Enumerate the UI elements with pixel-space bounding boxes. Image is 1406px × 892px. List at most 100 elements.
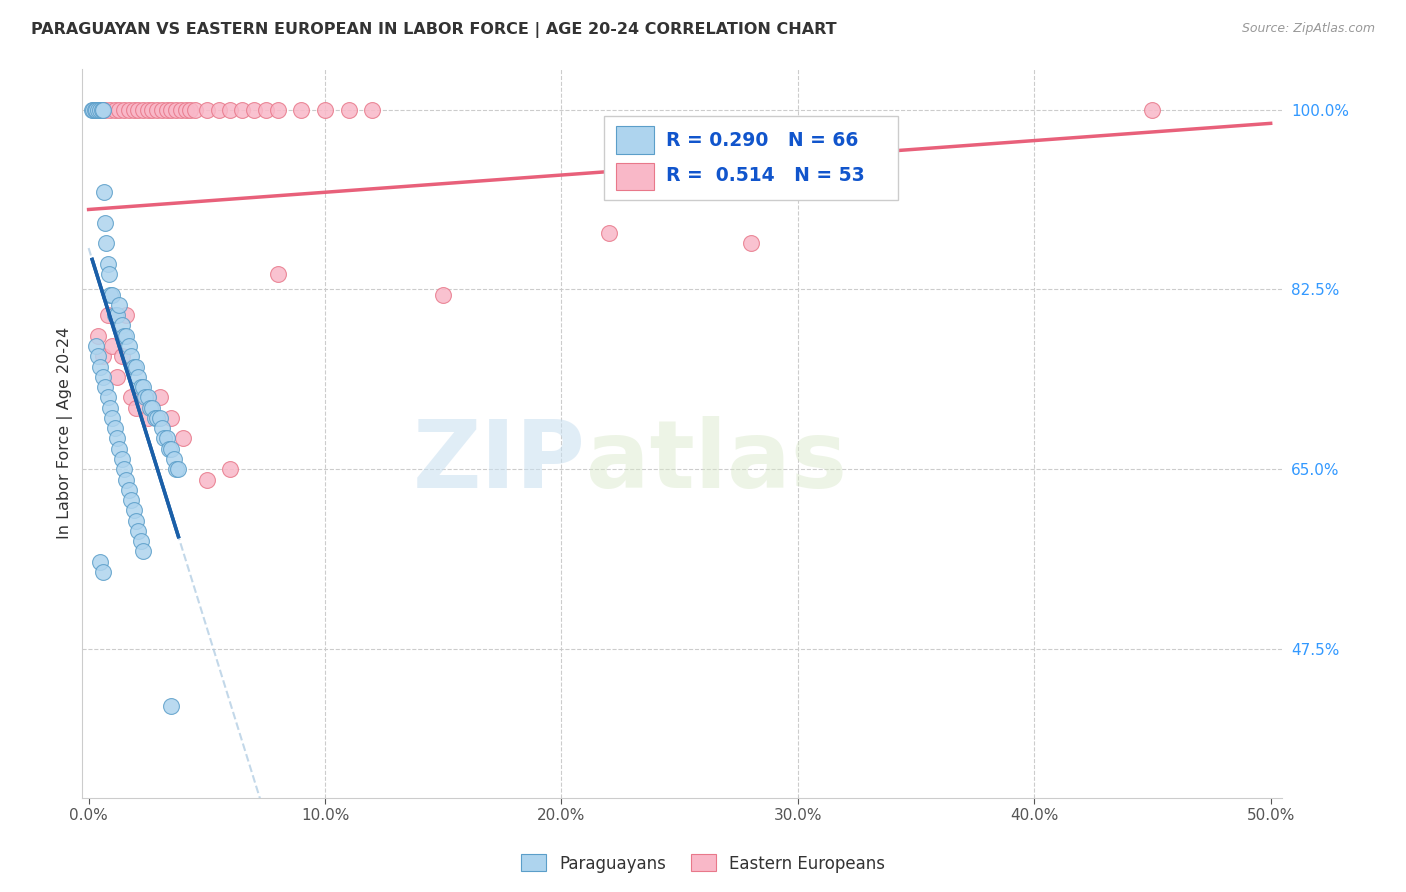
Point	[87, 328, 110, 343]
Point	[125, 514, 148, 528]
Point	[337, 103, 360, 117]
Point	[89, 103, 111, 117]
Point	[111, 452, 134, 467]
Point	[160, 103, 183, 117]
Point	[91, 349, 114, 363]
Point	[84, 103, 107, 117]
Point	[111, 318, 134, 333]
Point	[132, 544, 155, 558]
Point	[87, 349, 110, 363]
Point	[141, 401, 163, 415]
Point	[120, 493, 142, 508]
Point	[108, 298, 131, 312]
Point	[146, 103, 169, 117]
Point	[118, 103, 141, 117]
Point	[141, 103, 163, 117]
Point	[165, 462, 187, 476]
Point	[112, 328, 135, 343]
Point	[132, 380, 155, 394]
Point	[127, 524, 149, 538]
Point	[150, 103, 173, 117]
Point	[91, 103, 114, 117]
Point	[91, 565, 114, 579]
Point	[118, 483, 141, 497]
Text: R = 0.290   N = 66: R = 0.290 N = 66	[666, 131, 859, 150]
Point	[132, 103, 155, 117]
Point	[432, 287, 454, 301]
Point	[108, 103, 131, 117]
Point	[254, 103, 277, 117]
Point	[146, 410, 169, 425]
Point	[105, 369, 128, 384]
Point	[105, 308, 128, 322]
Point	[108, 442, 131, 456]
Point	[134, 390, 156, 404]
Point	[165, 103, 187, 117]
Point	[98, 103, 121, 117]
Point	[219, 103, 242, 117]
Point	[120, 349, 142, 363]
Point	[98, 401, 121, 415]
Point	[195, 103, 218, 117]
Point	[115, 308, 138, 322]
Point	[125, 401, 148, 415]
Point	[120, 390, 142, 404]
Bar	[616, 162, 654, 190]
Point	[127, 369, 149, 384]
Point	[122, 103, 145, 117]
Legend: Paraguayans, Eastern Europeans: Paraguayans, Eastern Europeans	[515, 847, 891, 880]
Point	[184, 103, 207, 117]
Point	[96, 236, 118, 251]
Point	[98, 287, 121, 301]
Point	[598, 226, 620, 240]
Point	[115, 328, 138, 343]
Point	[89, 359, 111, 374]
Point	[136, 103, 159, 117]
Point	[101, 287, 124, 301]
Point	[111, 349, 134, 363]
Point	[112, 103, 135, 117]
Point	[96, 308, 118, 322]
Point	[112, 462, 135, 476]
Point	[143, 410, 166, 425]
Text: PARAGUAYAN VS EASTERN EUROPEAN IN LABOR FORCE | AGE 20-24 CORRELATION CHART: PARAGUAYAN VS EASTERN EUROPEAN IN LABOR …	[31, 22, 837, 38]
FancyBboxPatch shape	[605, 116, 898, 200]
Bar	[616, 126, 654, 154]
Point	[104, 308, 127, 322]
Point	[96, 390, 118, 404]
Point	[740, 236, 762, 251]
Point	[157, 442, 180, 456]
Point	[84, 339, 107, 353]
Point	[122, 359, 145, 374]
Point	[290, 103, 312, 117]
Point	[82, 103, 104, 117]
Point	[97, 267, 120, 281]
Point	[195, 473, 218, 487]
Point	[104, 421, 127, 435]
Point	[156, 432, 179, 446]
Point	[125, 359, 148, 374]
Text: R =  0.514   N = 53: R = 0.514 N = 53	[666, 166, 865, 186]
Point	[160, 698, 183, 713]
Point	[174, 103, 197, 117]
Point	[136, 410, 159, 425]
Point	[94, 216, 117, 230]
Point	[156, 103, 179, 117]
Point	[89, 103, 111, 117]
Point	[361, 103, 384, 117]
Point	[148, 390, 170, 404]
Point	[150, 421, 173, 435]
Text: Source: ZipAtlas.com: Source: ZipAtlas.com	[1241, 22, 1375, 36]
Point	[122, 503, 145, 517]
Point	[160, 410, 183, 425]
Text: ZIP: ZIP	[413, 417, 586, 508]
Point	[163, 452, 186, 467]
Point	[105, 432, 128, 446]
Point	[129, 534, 152, 549]
Point	[231, 103, 253, 117]
Point	[82, 103, 104, 117]
Point	[139, 401, 162, 415]
Point	[243, 103, 266, 117]
Point	[170, 103, 193, 117]
Point	[136, 390, 159, 404]
